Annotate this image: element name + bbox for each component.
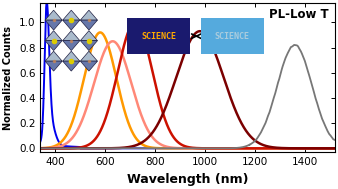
FancyBboxPatch shape — [201, 18, 264, 54]
X-axis label: Wavelength (nm): Wavelength (nm) — [127, 173, 248, 186]
Text: SCIENCE: SCIENCE — [141, 32, 176, 41]
Text: SCIENCE: SCIENCE — [215, 32, 250, 41]
FancyBboxPatch shape — [127, 18, 190, 54]
Y-axis label: Normalized Counts: Normalized Counts — [3, 26, 14, 130]
Text: PL-Low T: PL-Low T — [269, 8, 329, 21]
